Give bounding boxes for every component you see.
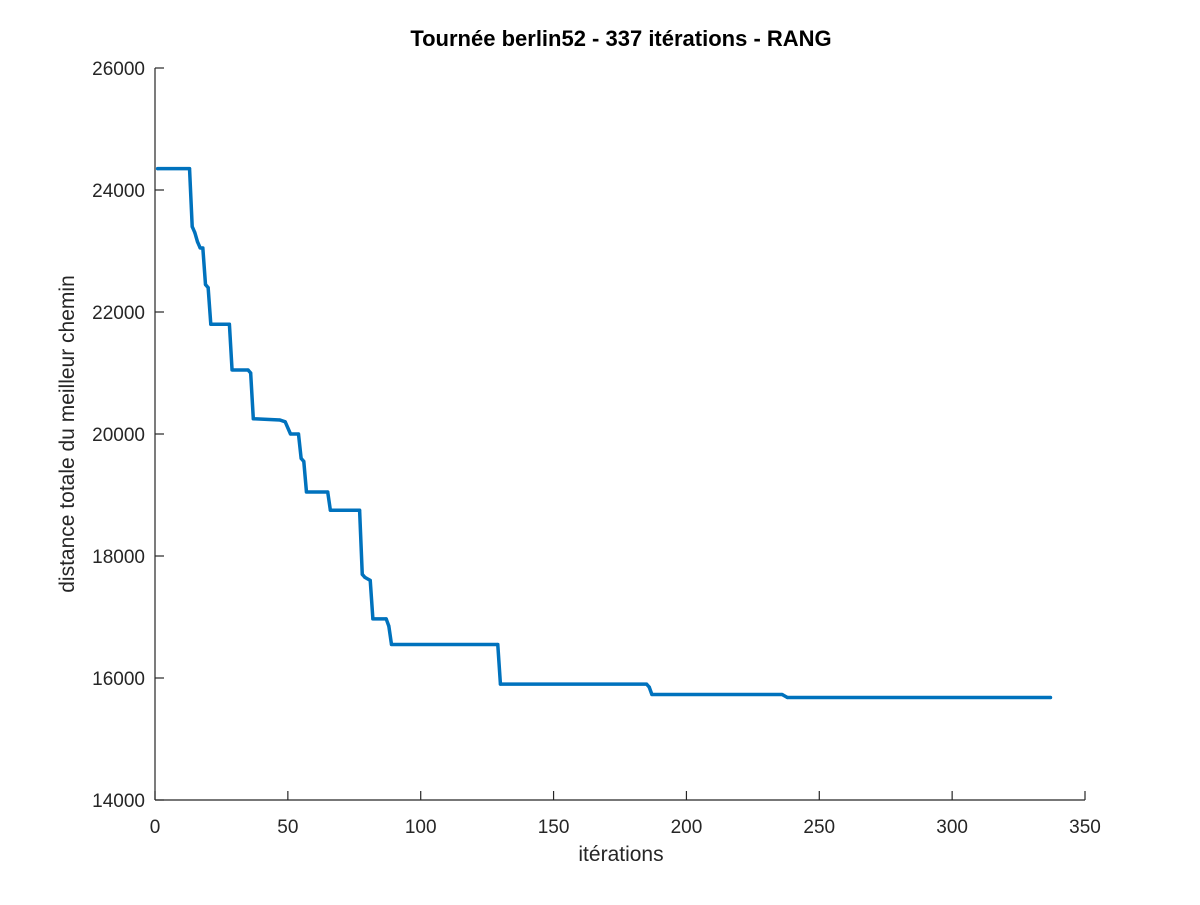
data-point: [650, 692, 654, 697]
x-tick-label: 350: [1069, 817, 1101, 838]
y-tick-label: 16000: [92, 669, 145, 690]
data-point: [278, 418, 282, 422]
chart-title: Tournée berlin52 - 337 itérations - RANG: [410, 26, 831, 51]
x-tick-label: 100: [405, 817, 437, 838]
y-tick-label: 22000: [92, 303, 145, 324]
data-point: [230, 368, 234, 372]
data-point: [647, 685, 651, 689]
data-point: [283, 420, 287, 424]
x-tick-label: 300: [936, 817, 968, 838]
data-point: [304, 490, 309, 494]
x-tick-label: 150: [538, 817, 570, 838]
data-point: [389, 642, 394, 647]
data-point: [328, 508, 332, 512]
data-point: [384, 617, 388, 621]
data-point: [288, 432, 293, 436]
y-tick-label: 24000: [92, 181, 145, 202]
x-axis-ticks: 0 50 100 150 200 250 300 350: [150, 791, 1101, 838]
data-point: [326, 490, 330, 494]
data-point: [302, 459, 306, 464]
data-point: [368, 578, 372, 583]
y-axis-label: distance totale du meilleur chemin: [56, 275, 79, 593]
data-point: [190, 225, 194, 229]
x-axis-label: itérations: [578, 843, 663, 866]
data-point: [249, 371, 253, 375]
data-point: [246, 368, 250, 372]
data-point: [195, 240, 200, 244]
data-point: [496, 642, 500, 647]
series-line-0: [155, 166, 1053, 700]
data-point: [363, 575, 367, 579]
y-tick-label: 18000: [92, 547, 145, 568]
data-point: [358, 508, 362, 512]
data-point: [198, 246, 202, 250]
data-point: [299, 456, 303, 460]
y-axis-ticks: 14000 16000 18000 20000 22000 24000 26000: [92, 59, 164, 812]
y-tick-label: 26000: [92, 59, 145, 80]
data-point: [209, 322, 213, 326]
y-tick-label: 20000: [92, 425, 145, 446]
data-point: [156, 167, 160, 171]
data-point: [206, 286, 210, 290]
data-point: [360, 572, 364, 576]
data-point: [203, 282, 208, 287]
x-tick-label: 200: [671, 817, 703, 838]
x-tick-label: 50: [277, 817, 298, 838]
data-point: [296, 432, 301, 436]
data-point: [227, 322, 231, 326]
data-point: [644, 682, 649, 686]
data-point: [780, 692, 784, 697]
data-point: [371, 617, 375, 621]
data-point: [193, 231, 197, 235]
data-point: [387, 624, 391, 628]
data-point: [1048, 695, 1053, 700]
y-tick-label: 14000: [92, 791, 145, 812]
data-point: [251, 417, 255, 421]
series-layer: [155, 166, 1053, 700]
data-point: [187, 167, 192, 171]
data-point: [785, 695, 790, 700]
x-tick-label: 250: [803, 817, 835, 838]
data-point: [498, 682, 503, 686]
data-point: [201, 246, 205, 250]
x-tick-label: 0: [150, 817, 161, 838]
